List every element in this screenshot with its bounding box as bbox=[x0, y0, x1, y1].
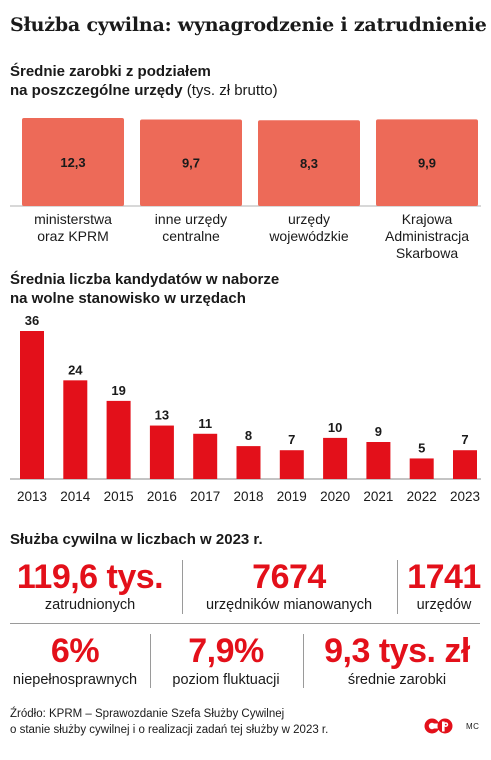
stat-employees-label: zatrudnionych bbox=[44, 597, 136, 613]
stats-divider bbox=[182, 560, 183, 614]
candidates-bar bbox=[453, 450, 477, 479]
stat-salary-value: 9,3 tys. zł bbox=[324, 632, 470, 670]
candidates-title-line2: na wolne stanowisko w urzędach bbox=[10, 290, 246, 307]
salary-bar bbox=[258, 120, 360, 206]
candidates-year-label: 2020 bbox=[320, 489, 350, 504]
candidates-bar bbox=[149, 425, 174, 479]
salary-category-label: oraz KPRM bbox=[37, 228, 109, 244]
salary-title-line2: na poszczególne urzędy bbox=[10, 82, 183, 99]
candidates-bar bbox=[409, 458, 434, 479]
stat-appointed-value: 7674 bbox=[252, 558, 326, 596]
salary-category-label: ministerstwa bbox=[34, 211, 112, 227]
stat-employees-value: 119,6 tys. bbox=[16, 558, 164, 596]
salary-category-label: urzędy bbox=[288, 211, 330, 227]
salary-value-label: 8,3 bbox=[300, 156, 318, 171]
salary-value-label: 9,9 bbox=[418, 156, 436, 171]
candidates-value-label: 19 bbox=[111, 383, 125, 398]
salary-unit: (tys. zł brutto) bbox=[186, 82, 278, 99]
candidates-value-label: 9 bbox=[375, 424, 382, 439]
salary-category-label: Administracja bbox=[385, 228, 469, 244]
salary-bar bbox=[376, 119, 478, 206]
candidates-value-label: 8 bbox=[245, 428, 252, 443]
candidates-bar bbox=[106, 400, 131, 479]
publisher-logo-icon bbox=[424, 718, 453, 734]
source-line2: o stanie służby cywilnej i o realizacji … bbox=[10, 724, 329, 736]
stats-row-divider bbox=[10, 623, 480, 624]
salary-value-label: 9,7 bbox=[182, 156, 200, 171]
candidates-value-label: 5 bbox=[418, 440, 425, 455]
stat-salary-label: średnie zarobki bbox=[347, 672, 447, 688]
candidates-value-label: 36 bbox=[25, 313, 39, 328]
salary-category-label: Skarbowa bbox=[396, 245, 458, 261]
candidates-bar bbox=[236, 446, 261, 479]
stats-divider bbox=[397, 560, 398, 614]
candidates-year-label: 2022 bbox=[407, 489, 437, 504]
salary-bar bbox=[22, 118, 124, 206]
stat-disabled-label: niepełnosprawnych bbox=[12, 672, 138, 688]
candidates-value-label: 7 bbox=[288, 432, 295, 447]
candidates-year-label: 2023 bbox=[450, 489, 480, 504]
source-note: Źródło: KPRM – Sprawozdanie Szefa Służby… bbox=[10, 706, 328, 738]
candidates-title-line1: Średnia liczba kandydatów w naborze bbox=[10, 271, 280, 288]
candidates-bar bbox=[20, 331, 44, 479]
page-title: Służba cywilna: wynagrodzenie i zatrudni… bbox=[10, 14, 487, 36]
salary-category-label: centralne bbox=[162, 228, 220, 244]
candidates-bar bbox=[63, 380, 88, 479]
candidates-year-label: 2019 bbox=[277, 489, 307, 504]
stats-divider bbox=[150, 634, 151, 688]
candidates-bar bbox=[366, 442, 391, 479]
candidates-year-label: 2014 bbox=[60, 489, 91, 504]
salary-value-label: 12,3 bbox=[60, 155, 85, 170]
stat-appointed-label: urzędników mianowanych bbox=[205, 597, 373, 613]
stat-disabled-value: 6% bbox=[50, 632, 100, 670]
candidates-bar bbox=[323, 437, 348, 479]
candidates-year-label: 2016 bbox=[147, 489, 177, 504]
author-initials: MC bbox=[466, 722, 480, 731]
stats-divider bbox=[303, 634, 304, 688]
salary-title-line1: Średnie zarobki z podziałem bbox=[10, 63, 211, 80]
candidates-year-label: 2017 bbox=[190, 489, 220, 504]
stat-fluctuation-label: poziom fluktuacji bbox=[172, 672, 280, 688]
source-line1: Źródło: KPRM – Sprawozdanie Szefa Służby… bbox=[10, 708, 285, 720]
salary-category-label: inne urzędy bbox=[155, 211, 227, 227]
salary-category-label: Krajowa bbox=[402, 211, 453, 227]
salary-section-title: Średnie zarobki z podziałem na poszczegó… bbox=[10, 62, 278, 100]
candidates-year-label: 2015 bbox=[104, 489, 134, 504]
candidates-section-title: Średnia liczba kandydatów w naborze na w… bbox=[10, 270, 279, 308]
stat-fluctuation-value: 7,9% bbox=[188, 632, 264, 670]
stats-title: Służba cywilna w liczbach w 2023 r. bbox=[10, 531, 263, 548]
candidates-chart: 36 2013 24 2014 19 2015 13 2016 11 2017 8 2018 7 2019… bbox=[10, 313, 481, 504]
stat-offices-value: 1741 bbox=[407, 558, 481, 596]
candidates-year-label: 2021 bbox=[363, 489, 393, 504]
candidates-year-label: 2013 bbox=[17, 489, 47, 504]
salary-category-label: wojewódzkie bbox=[268, 228, 349, 244]
candidates-year-label: 2018 bbox=[233, 489, 263, 504]
candidates-value-label: 7 bbox=[461, 432, 468, 447]
salary-bar bbox=[140, 119, 242, 206]
candidates-value-label: 24 bbox=[68, 362, 83, 377]
stat-offices-label: urzędów bbox=[416, 597, 472, 613]
candidates-value-label: 10 bbox=[328, 420, 342, 435]
candidates-value-label: 11 bbox=[198, 416, 212, 431]
candidates-value-label: 13 bbox=[155, 408, 169, 423]
candidates-bar bbox=[193, 433, 218, 479]
candidates-bar bbox=[279, 450, 304, 479]
